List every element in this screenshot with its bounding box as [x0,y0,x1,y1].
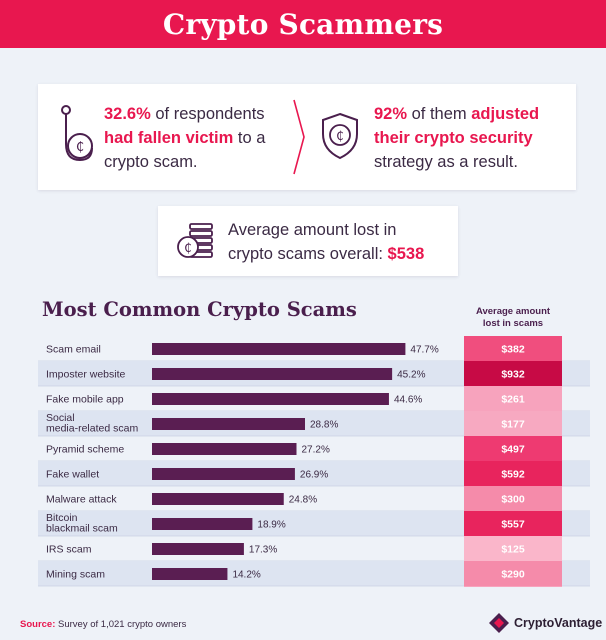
avg-loss-label: $125 [501,544,525,556]
diamond-logo-icon [489,613,509,633]
brand-logo: CryptoVantage [488,612,602,634]
avg-loss-cell [464,536,562,561]
bar [152,543,244,555]
category-label: Scam email [46,344,101,356]
avg-loss-cell [464,411,562,436]
shield-icon: ₵ [322,112,358,160]
bar-value-label: 24.8% [289,495,317,506]
avg-loss-label: $592 [501,469,525,481]
avg-loss-cell [464,386,562,411]
bar [152,368,393,380]
category-label: IRS scam [46,544,92,556]
category-label: media-related scam [46,423,138,435]
avg-loss-cell [464,561,562,586]
bar [152,343,406,355]
bar [152,518,253,530]
bar-value-label: 44.6% [394,395,422,406]
stat-right-pct: 92% [374,105,408,123]
bar [152,468,295,480]
avg-loss-cell [464,336,562,361]
stat-right-bold1: adjusted [471,105,540,123]
bar-value-label: 28.8% [310,420,338,431]
avg-loss-label: $177 [501,419,525,431]
bar-value-label: 26.9% [300,470,328,481]
average-line2: crypto scams overall: [228,245,388,263]
avg-loss-column-header: Average amount lost in scams [466,306,560,330]
category-label: Mining scam [46,569,105,581]
category-label: Imposter website [46,369,126,381]
category-label: Fake mobile app [46,394,124,406]
avg-loss-cell [464,511,562,536]
average-value: $538 [387,245,425,263]
avg-loss-label: $261 [501,394,525,406]
bar-value-label: 17.3% [249,545,277,556]
hook-icon: ₵ [61,105,93,162]
category-label: Bitcoin [46,512,78,524]
category-label: Social [46,412,75,424]
average-line1: Average amount lost in [228,221,397,239]
chart-title: Most Common Crypto Scams [42,298,357,321]
avg-loss-label: $932 [501,369,525,381]
stat-right-line3: strategy as a result. [374,153,518,171]
avg-loss-cell [464,461,562,486]
stat-right-pre: of them [407,105,472,123]
bar [152,443,297,455]
avg-loss-header-line1: Average amount [475,306,551,317]
header-banner: Crypto Scammers [0,0,606,48]
stat-left: 32.6% of respondents had fallen victim t… [104,102,284,174]
avg-loss-label: $557 [501,519,525,531]
bar-value-label: 27.2% [302,445,330,456]
svg-text:₵: ₵ [336,129,344,143]
avg-loss-label: $497 [501,444,525,456]
stats-card: ₵ 32.6% of respondents had fallen victim… [38,84,576,190]
bar-value-label: 18.9% [257,520,285,531]
category-label: Fake wallet [46,469,99,481]
avg-loss-label: $300 [501,494,525,506]
chevron-right-icon [293,99,305,175]
average-text: Average amount lost in crypto scams over… [228,218,454,266]
avg-loss-label: $382 [501,344,525,356]
bar-value-label: 47.7% [410,345,438,356]
avg-loss-cell [464,486,562,511]
stat-left-line3: crypto scam. [104,153,198,171]
stat-left-bold: had fallen victim [104,129,234,147]
bar-value-label: 45.2% [397,370,425,381]
svg-text:₵: ₵ [184,241,192,255]
stat-right: 92% of them adjusted their crypto securi… [374,102,574,174]
avg-loss-cell [464,436,562,461]
source-note: Source: Survey of 1,021 crypto owners [20,619,186,630]
avg-loss-cell [464,361,562,386]
bar-value-label: 14.2% [232,570,260,581]
average-card: ₵ Average amount lost in crypto scams ov… [158,206,458,276]
avg-loss-label: $290 [501,569,525,581]
source-label: Source: [20,619,56,630]
bar [152,568,228,580]
category-label: blackmail scam [46,523,118,535]
page-title: Crypto Scammers [162,7,444,41]
avg-loss-header-line2: lost in scams [482,318,544,329]
source-text: Survey of 1,021 crypto owners [55,619,187,630]
category-label: Malware attack [46,494,117,506]
stat-left-post: to a [233,129,266,147]
bar [152,418,305,430]
coins-icon: ₵ [177,223,213,258]
bar [152,393,389,405]
brand-name: CryptoVantage [514,616,603,630]
category-label: Pyramid scheme [46,444,124,456]
stat-left-pct: 32.6% [104,105,151,123]
stat-left-pre: of respondents [150,105,265,123]
stat-right-bold2: their crypto security [374,129,533,147]
svg-text:₵: ₵ [76,140,84,155]
bar [152,493,284,505]
